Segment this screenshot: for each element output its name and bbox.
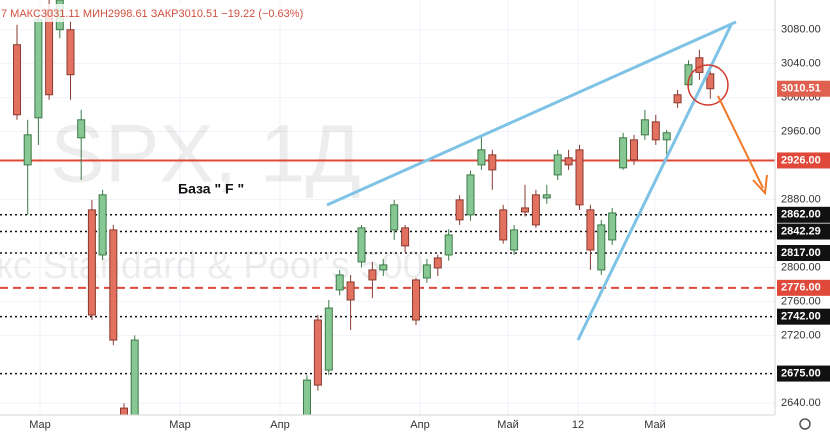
candle-body xyxy=(303,379,311,433)
annotation: База " F " xyxy=(178,181,244,197)
header-bg xyxy=(0,4,360,22)
y-tick-label: 2760.00 xyxy=(781,295,821,307)
level-label: 2675.00 xyxy=(781,367,821,379)
candle-body xyxy=(313,319,322,386)
trend-line xyxy=(326,20,737,207)
candle-body xyxy=(346,281,355,301)
candle-body xyxy=(488,154,497,171)
candle-body xyxy=(422,264,431,279)
candle-body xyxy=(13,44,21,116)
candle-body xyxy=(673,94,682,104)
candle-body xyxy=(390,204,399,231)
candle-body xyxy=(444,234,453,256)
level-label: 2776.00 xyxy=(781,282,821,294)
candle-body xyxy=(521,207,529,213)
watermark-subtitle: кс Standard & Poor's 500 xyxy=(0,245,424,287)
candle-body xyxy=(109,229,118,341)
candle-body xyxy=(379,264,388,271)
candle-body xyxy=(510,229,519,251)
time-axis xyxy=(0,415,830,433)
x-tick-label: 12 xyxy=(572,419,584,431)
level-label-bg xyxy=(777,308,830,325)
candle-body xyxy=(433,257,442,269)
candle-body xyxy=(66,29,75,76)
candle-body xyxy=(401,227,410,247)
candle-body xyxy=(597,224,606,271)
level-label: 2862.00 xyxy=(781,209,821,221)
level-label-bg xyxy=(777,152,830,169)
candle-body xyxy=(34,19,43,119)
candle-body xyxy=(77,119,86,139)
candle-body xyxy=(640,119,649,136)
x-tick-label: Май xyxy=(497,419,519,431)
y-tick-label: 2800.00 xyxy=(781,261,821,273)
candle-body xyxy=(87,209,96,316)
level-label: 2842.29 xyxy=(781,225,821,237)
candle-body xyxy=(695,57,704,73)
candle-body xyxy=(564,157,573,166)
candle-body xyxy=(368,269,377,281)
candle-body xyxy=(357,227,366,263)
candle-body xyxy=(662,132,671,141)
level-label: 2742.00 xyxy=(781,311,821,323)
x-tick-label: Апр xyxy=(410,419,429,431)
level-label-bg xyxy=(777,223,830,240)
y-tick-label: 2720.00 xyxy=(781,329,821,341)
candle-body xyxy=(553,154,562,176)
header: 7 МАКС3031.11 МИН2998.61 ЗАКР3010.51 −19… xyxy=(1,8,303,20)
candle-body xyxy=(586,209,595,251)
trend-line xyxy=(576,24,733,341)
candle-body xyxy=(630,139,638,161)
candle-body xyxy=(412,279,420,321)
candle-body xyxy=(542,194,551,199)
candle-body xyxy=(651,121,660,141)
candle-body xyxy=(45,9,54,96)
candle-body xyxy=(706,73,715,90)
x-tick-label: Мар xyxy=(169,419,191,431)
level-label-bg xyxy=(777,279,830,296)
last-price-bg xyxy=(777,80,830,97)
candle-body xyxy=(608,212,617,241)
candle-body xyxy=(23,134,32,166)
y-tick-label: 3040.00 xyxy=(781,58,821,70)
candle-body xyxy=(499,209,508,241)
candle-body xyxy=(619,137,628,169)
candle-body xyxy=(466,174,475,216)
y-tick-label: 2960.00 xyxy=(781,126,821,138)
grid xyxy=(0,0,775,415)
candle-body xyxy=(455,199,464,221)
y-tick-label: 3080.00 xyxy=(781,24,821,36)
candle-body xyxy=(531,194,540,226)
level-label-bg xyxy=(777,206,830,223)
y-tick-label: 2640.00 xyxy=(781,397,821,409)
level-label: 2926.00 xyxy=(781,154,821,166)
axis: 3080.003040.003000.002960.002880.002800.… xyxy=(29,24,830,431)
y-tick-label: 2880.00 xyxy=(781,193,821,205)
arrow xyxy=(717,95,764,189)
arrow-head xyxy=(752,174,768,196)
highlight-circle xyxy=(687,64,729,106)
candle-body xyxy=(324,307,333,371)
candle-body xyxy=(335,274,344,291)
watermark: SPX, 1Д xyxy=(50,109,361,200)
candle-body xyxy=(575,149,584,206)
x-tick-label: Апр xyxy=(270,419,289,431)
candle-body xyxy=(477,149,486,166)
levels xyxy=(0,159,775,375)
level-label-bg xyxy=(777,365,830,382)
x-tick-label: Мар xyxy=(29,419,51,431)
level-label: 2817.00 xyxy=(781,247,821,259)
x-tick-label: Май xyxy=(644,419,666,431)
candle-body xyxy=(98,194,107,256)
last-price-label: 3010.51 xyxy=(781,83,821,95)
level-label-bg xyxy=(777,245,830,262)
settings-icon[interactable] xyxy=(799,418,811,430)
